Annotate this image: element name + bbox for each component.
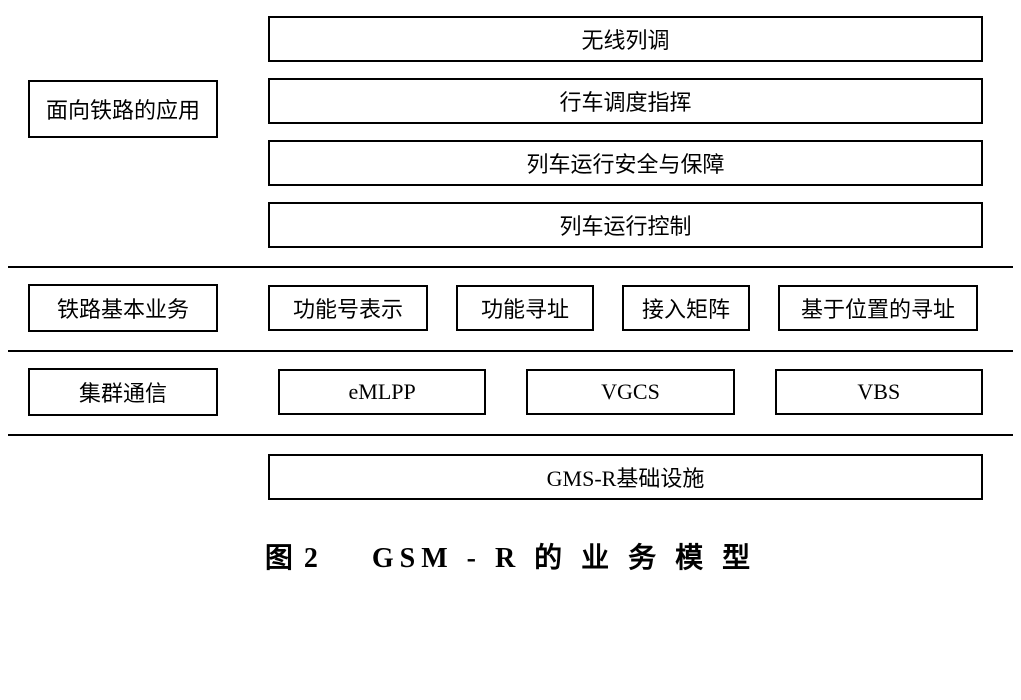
layer2-item-location-addressing: 基于位置的寻址 bbox=[778, 285, 978, 331]
layer2-label: 铁路基本业务 bbox=[57, 292, 189, 324]
layer3-item-1-text: VGCS bbox=[601, 379, 660, 405]
layer2-item-0-text: 功能号表示 bbox=[293, 292, 403, 324]
layer1-item-train-control: 列车运行控制 bbox=[268, 202, 983, 248]
divider-2 bbox=[8, 350, 1013, 352]
layer2-label-box: 铁路基本业务 bbox=[28, 284, 218, 332]
layer1-item-dispatch-command: 行车调度指挥 bbox=[268, 78, 983, 124]
layer2-item-function-addressing: 功能寻址 bbox=[456, 285, 594, 331]
layer3-item-0-text: eMLPP bbox=[349, 379, 416, 405]
layer3-item-2-text: VBS bbox=[857, 379, 900, 405]
layer2-item-access-matrix: 接入矩阵 bbox=[622, 285, 750, 331]
layer3-item-emlpp: eMLPP bbox=[278, 369, 486, 415]
layer-trunking-communication: 集群通信 eMLPP VGCS VBS bbox=[0, 368, 1021, 416]
layer-railway-applications: 面向铁路的应用 无线列调 行车调度指挥 列车运行安全与保障 列车运行控制 bbox=[0, 16, 1021, 248]
layer1-item-2-text: 列车运行安全与保障 bbox=[526, 147, 724, 179]
gsm-r-service-model-diagram: 面向铁路的应用 无线列调 行车调度指挥 列车运行安全与保障 列车运行控制 bbox=[0, 16, 1021, 576]
layer1-item-1-text: 行车调度指挥 bbox=[559, 85, 691, 117]
layer1-item-3-text: 列车运行控制 bbox=[559, 209, 691, 241]
figure-number: 图 2 bbox=[265, 543, 320, 574]
divider-1 bbox=[8, 266, 1013, 268]
layer1-label-box: 面向铁路的应用 bbox=[28, 80, 218, 138]
layer1-item-safety-assurance: 列车运行安全与保障 bbox=[268, 140, 983, 186]
layer4-label: GMS-R基础设施 bbox=[547, 461, 705, 493]
layer2-item-3-text: 基于位置的寻址 bbox=[801, 292, 955, 324]
layer3-item-vbs: VBS bbox=[775, 369, 983, 415]
layer3-label: 集群通信 bbox=[79, 376, 167, 408]
layer2-item-function-number: 功能号表示 bbox=[268, 285, 428, 331]
figure-caption: 图 2 GSM - R 的 业 务 模 型 bbox=[0, 536, 1021, 576]
layer3-label-box: 集群通信 bbox=[28, 368, 218, 416]
divider-3 bbox=[8, 434, 1013, 436]
layer-railway-basic-services: 铁路基本业务 功能号表示 功能寻址 接入矩阵 基于位置的寻址 bbox=[0, 284, 1021, 332]
layer-infrastructure: GMS-R基础设施 bbox=[0, 454, 1021, 500]
layer2-item-1-text: 功能寻址 bbox=[481, 292, 569, 324]
layer3-item-vgcs: VGCS bbox=[526, 369, 734, 415]
layer2-item-2-text: 接入矩阵 bbox=[642, 292, 730, 324]
layer1-item-wireless-train-dispatch: 无线列调 bbox=[268, 16, 983, 62]
layer1-item-0-text: 无线列调 bbox=[581, 23, 669, 55]
layer1-label: 面向铁路的应用 bbox=[46, 93, 200, 125]
layer4-box: GMS-R基础设施 bbox=[268, 454, 983, 500]
figure-title: GSM - R 的 业 务 模 型 bbox=[372, 543, 756, 574]
